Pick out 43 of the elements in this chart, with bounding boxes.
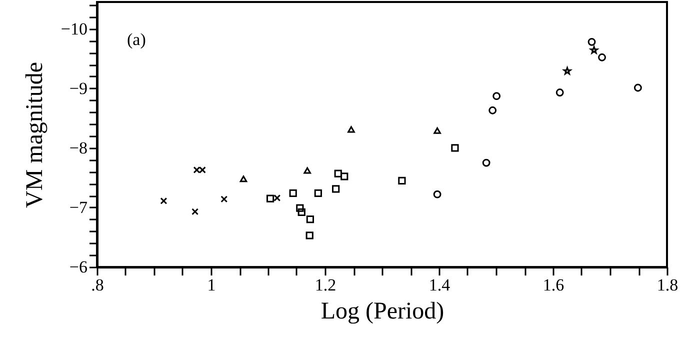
- point: [314, 189, 322, 197]
- point: [266, 194, 274, 202]
- point: [588, 38, 596, 46]
- point: [240, 176, 248, 182]
- point: [160, 197, 168, 204]
- point: [563, 66, 572, 75]
- x-tick-label: 1: [207, 276, 216, 294]
- annotation: (a): [127, 30, 146, 49]
- x-tick-label: 1.4: [428, 276, 451, 294]
- point: [304, 167, 311, 174]
- point: [451, 144, 459, 152]
- y-tick-label: −10: [60, 19, 88, 38]
- point: [492, 92, 501, 100]
- point: [332, 185, 340, 193]
- point: [340, 172, 348, 180]
- point: [296, 204, 304, 212]
- point: [192, 208, 199, 216]
- y-axis-title: VM magnitude: [22, 62, 48, 208]
- point: [274, 194, 281, 202]
- point: [298, 208, 306, 216]
- point: [556, 88, 564, 96]
- point: [634, 84, 642, 92]
- x-tick-label: 1.8: [656, 276, 678, 294]
- point: [488, 106, 497, 114]
- x-tick-label: .8: [91, 276, 104, 294]
- point: [306, 232, 314, 240]
- point: [433, 190, 442, 198]
- x-tick-label: 1.2: [314, 276, 336, 294]
- x-tick-label: 1.6: [542, 276, 564, 294]
- x-axis-title: Log (Period): [320, 298, 444, 324]
- point: [434, 127, 441, 134]
- point: [289, 189, 297, 197]
- point: [306, 216, 314, 224]
- point: [348, 126, 355, 133]
- y-tick-label: −6: [69, 258, 88, 276]
- point: [482, 158, 490, 167]
- point: [334, 170, 342, 178]
- y-tick-label: −8: [69, 138, 88, 158]
- y-tick-label: −7: [69, 198, 88, 217]
- point: [398, 176, 406, 184]
- point: [220, 196, 228, 203]
- y-tick-label: −9: [69, 78, 88, 98]
- point: [598, 53, 606, 62]
